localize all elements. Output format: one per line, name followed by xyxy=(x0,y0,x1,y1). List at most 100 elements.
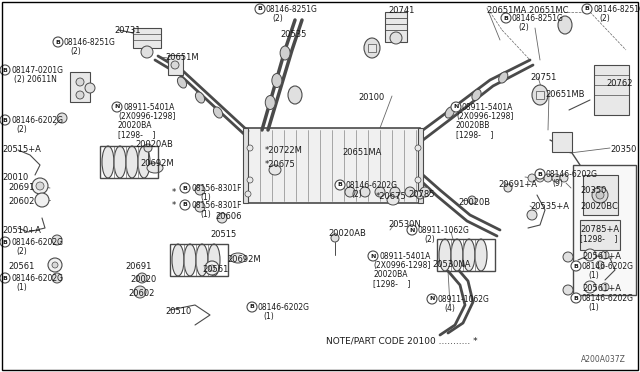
Text: [1298-    ]: [1298- ] xyxy=(373,279,410,288)
Text: 20691: 20691 xyxy=(125,262,152,271)
Circle shape xyxy=(171,61,179,69)
Text: *20675: *20675 xyxy=(265,160,296,169)
Circle shape xyxy=(592,187,608,203)
Text: 20020BC: 20020BC xyxy=(580,202,618,211)
Circle shape xyxy=(247,177,253,183)
Circle shape xyxy=(0,115,10,125)
Circle shape xyxy=(596,191,604,199)
Circle shape xyxy=(195,202,205,212)
Circle shape xyxy=(335,180,345,190)
Bar xyxy=(594,65,629,115)
Circle shape xyxy=(137,273,147,283)
Text: 20020AB: 20020AB xyxy=(328,229,366,238)
Text: (2X0996-1298]: (2X0996-1298] xyxy=(373,261,430,270)
Text: 08147-0201G: 08147-0201G xyxy=(11,66,63,75)
Text: B: B xyxy=(573,295,579,301)
Circle shape xyxy=(35,193,49,207)
Text: N: N xyxy=(429,296,435,301)
Circle shape xyxy=(180,183,190,193)
Text: NOTE/PART CODE 20100 ........... *: NOTE/PART CODE 20100 ........... * xyxy=(326,337,477,346)
Text: 20651MA: 20651MA xyxy=(342,148,381,157)
Bar xyxy=(243,128,248,203)
Bar xyxy=(70,72,90,102)
Text: 20691: 20691 xyxy=(8,183,35,192)
Ellipse shape xyxy=(439,239,451,271)
Circle shape xyxy=(571,293,581,303)
Text: 20535+A: 20535+A xyxy=(530,202,569,211)
Ellipse shape xyxy=(230,253,246,263)
Bar xyxy=(133,28,161,48)
Text: B: B xyxy=(337,183,342,187)
Circle shape xyxy=(52,273,62,283)
Circle shape xyxy=(601,251,609,259)
Circle shape xyxy=(415,191,421,197)
Circle shape xyxy=(601,283,609,291)
Bar xyxy=(385,12,407,42)
Circle shape xyxy=(415,145,421,151)
Text: (9): (9) xyxy=(552,179,563,188)
Text: 20515: 20515 xyxy=(210,230,236,239)
Text: N: N xyxy=(115,105,120,109)
Circle shape xyxy=(360,187,370,197)
Circle shape xyxy=(209,265,215,271)
Text: *: * xyxy=(172,201,176,210)
Text: 08146-6202G: 08146-6202G xyxy=(11,274,63,283)
Circle shape xyxy=(57,113,67,123)
Text: [1298-    ]: [1298- ] xyxy=(456,130,493,139)
Ellipse shape xyxy=(451,239,463,271)
Text: (4): (4) xyxy=(444,304,455,313)
Text: 08146-8251G: 08146-8251G xyxy=(593,5,640,14)
Text: 08146-8251G: 08146-8251G xyxy=(266,5,318,14)
Text: 08911-5401A: 08911-5401A xyxy=(123,103,174,112)
Text: 20731: 20731 xyxy=(114,26,141,35)
Text: 08146-6202G: 08146-6202G xyxy=(582,294,634,303)
Bar xyxy=(168,55,183,75)
Text: (2): (2) xyxy=(599,14,610,23)
Text: (2X0996-1298]: (2X0996-1298] xyxy=(118,112,175,121)
Circle shape xyxy=(563,252,573,262)
Circle shape xyxy=(217,213,227,223)
Text: 20651MB: 20651MB xyxy=(545,90,584,99)
Text: 20692M: 20692M xyxy=(227,255,260,264)
Bar xyxy=(583,175,618,215)
Circle shape xyxy=(134,286,146,298)
Circle shape xyxy=(85,83,95,93)
Text: B: B xyxy=(250,305,255,310)
Circle shape xyxy=(415,177,421,183)
Text: B: B xyxy=(182,202,188,208)
Ellipse shape xyxy=(195,92,205,103)
Text: 20350: 20350 xyxy=(610,145,636,154)
Text: 20561: 20561 xyxy=(8,262,35,271)
Text: (2): (2) xyxy=(70,47,81,56)
Text: 20785: 20785 xyxy=(408,190,435,199)
Text: B: B xyxy=(3,276,8,280)
Text: 20741: 20741 xyxy=(388,6,414,15)
Text: (2): (2) xyxy=(272,14,283,23)
Ellipse shape xyxy=(475,239,487,271)
Text: 08911-5401A: 08911-5401A xyxy=(462,103,513,112)
Circle shape xyxy=(535,169,545,179)
Circle shape xyxy=(205,261,219,275)
Circle shape xyxy=(527,210,537,220)
Ellipse shape xyxy=(463,239,475,271)
Text: 08146-6202G: 08146-6202G xyxy=(346,181,398,190)
Circle shape xyxy=(247,302,257,312)
Text: 20561+A: 20561+A xyxy=(582,284,621,293)
Circle shape xyxy=(331,234,339,242)
Text: 08146-6202G: 08146-6202G xyxy=(546,170,598,179)
Circle shape xyxy=(468,196,476,204)
Text: (2) 20611N: (2) 20611N xyxy=(14,75,57,84)
Text: [1298-    ]: [1298- ] xyxy=(118,130,156,139)
Circle shape xyxy=(245,191,251,197)
Text: B: B xyxy=(584,6,589,12)
Text: 20020BA: 20020BA xyxy=(118,121,152,130)
Ellipse shape xyxy=(387,195,399,205)
Circle shape xyxy=(582,4,592,14)
Circle shape xyxy=(405,187,415,197)
Text: 08146-8251G: 08146-8251G xyxy=(512,14,564,23)
Circle shape xyxy=(36,182,44,190)
Circle shape xyxy=(0,237,10,247)
Bar xyxy=(580,220,620,250)
Circle shape xyxy=(596,261,604,269)
Circle shape xyxy=(144,144,152,152)
